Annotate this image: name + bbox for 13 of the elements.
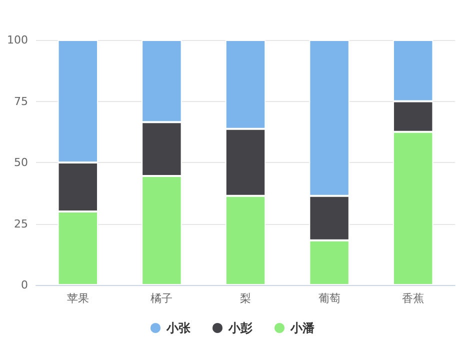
y-tick-label: 0 — [21, 278, 28, 292]
x-tick-label: 苹果 — [66, 292, 89, 305]
y-tick-label: 75 — [14, 94, 28, 108]
legend-label: 小张 — [166, 321, 192, 335]
y-tick-label: 50 — [14, 156, 28, 169]
x-tick-label: 梨 — [240, 292, 251, 305]
x-tick-label: 橘子 — [150, 292, 173, 305]
x-tick-label: 葡萄 — [318, 292, 340, 305]
legend-label: 小潘 — [290, 321, 316, 335]
x-tick-label: 香蕉 — [402, 292, 424, 305]
y-tick-label: 100 — [7, 34, 28, 46]
legend-label: 小彭 — [228, 321, 254, 335]
y-tick-label: 25 — [14, 217, 28, 230]
